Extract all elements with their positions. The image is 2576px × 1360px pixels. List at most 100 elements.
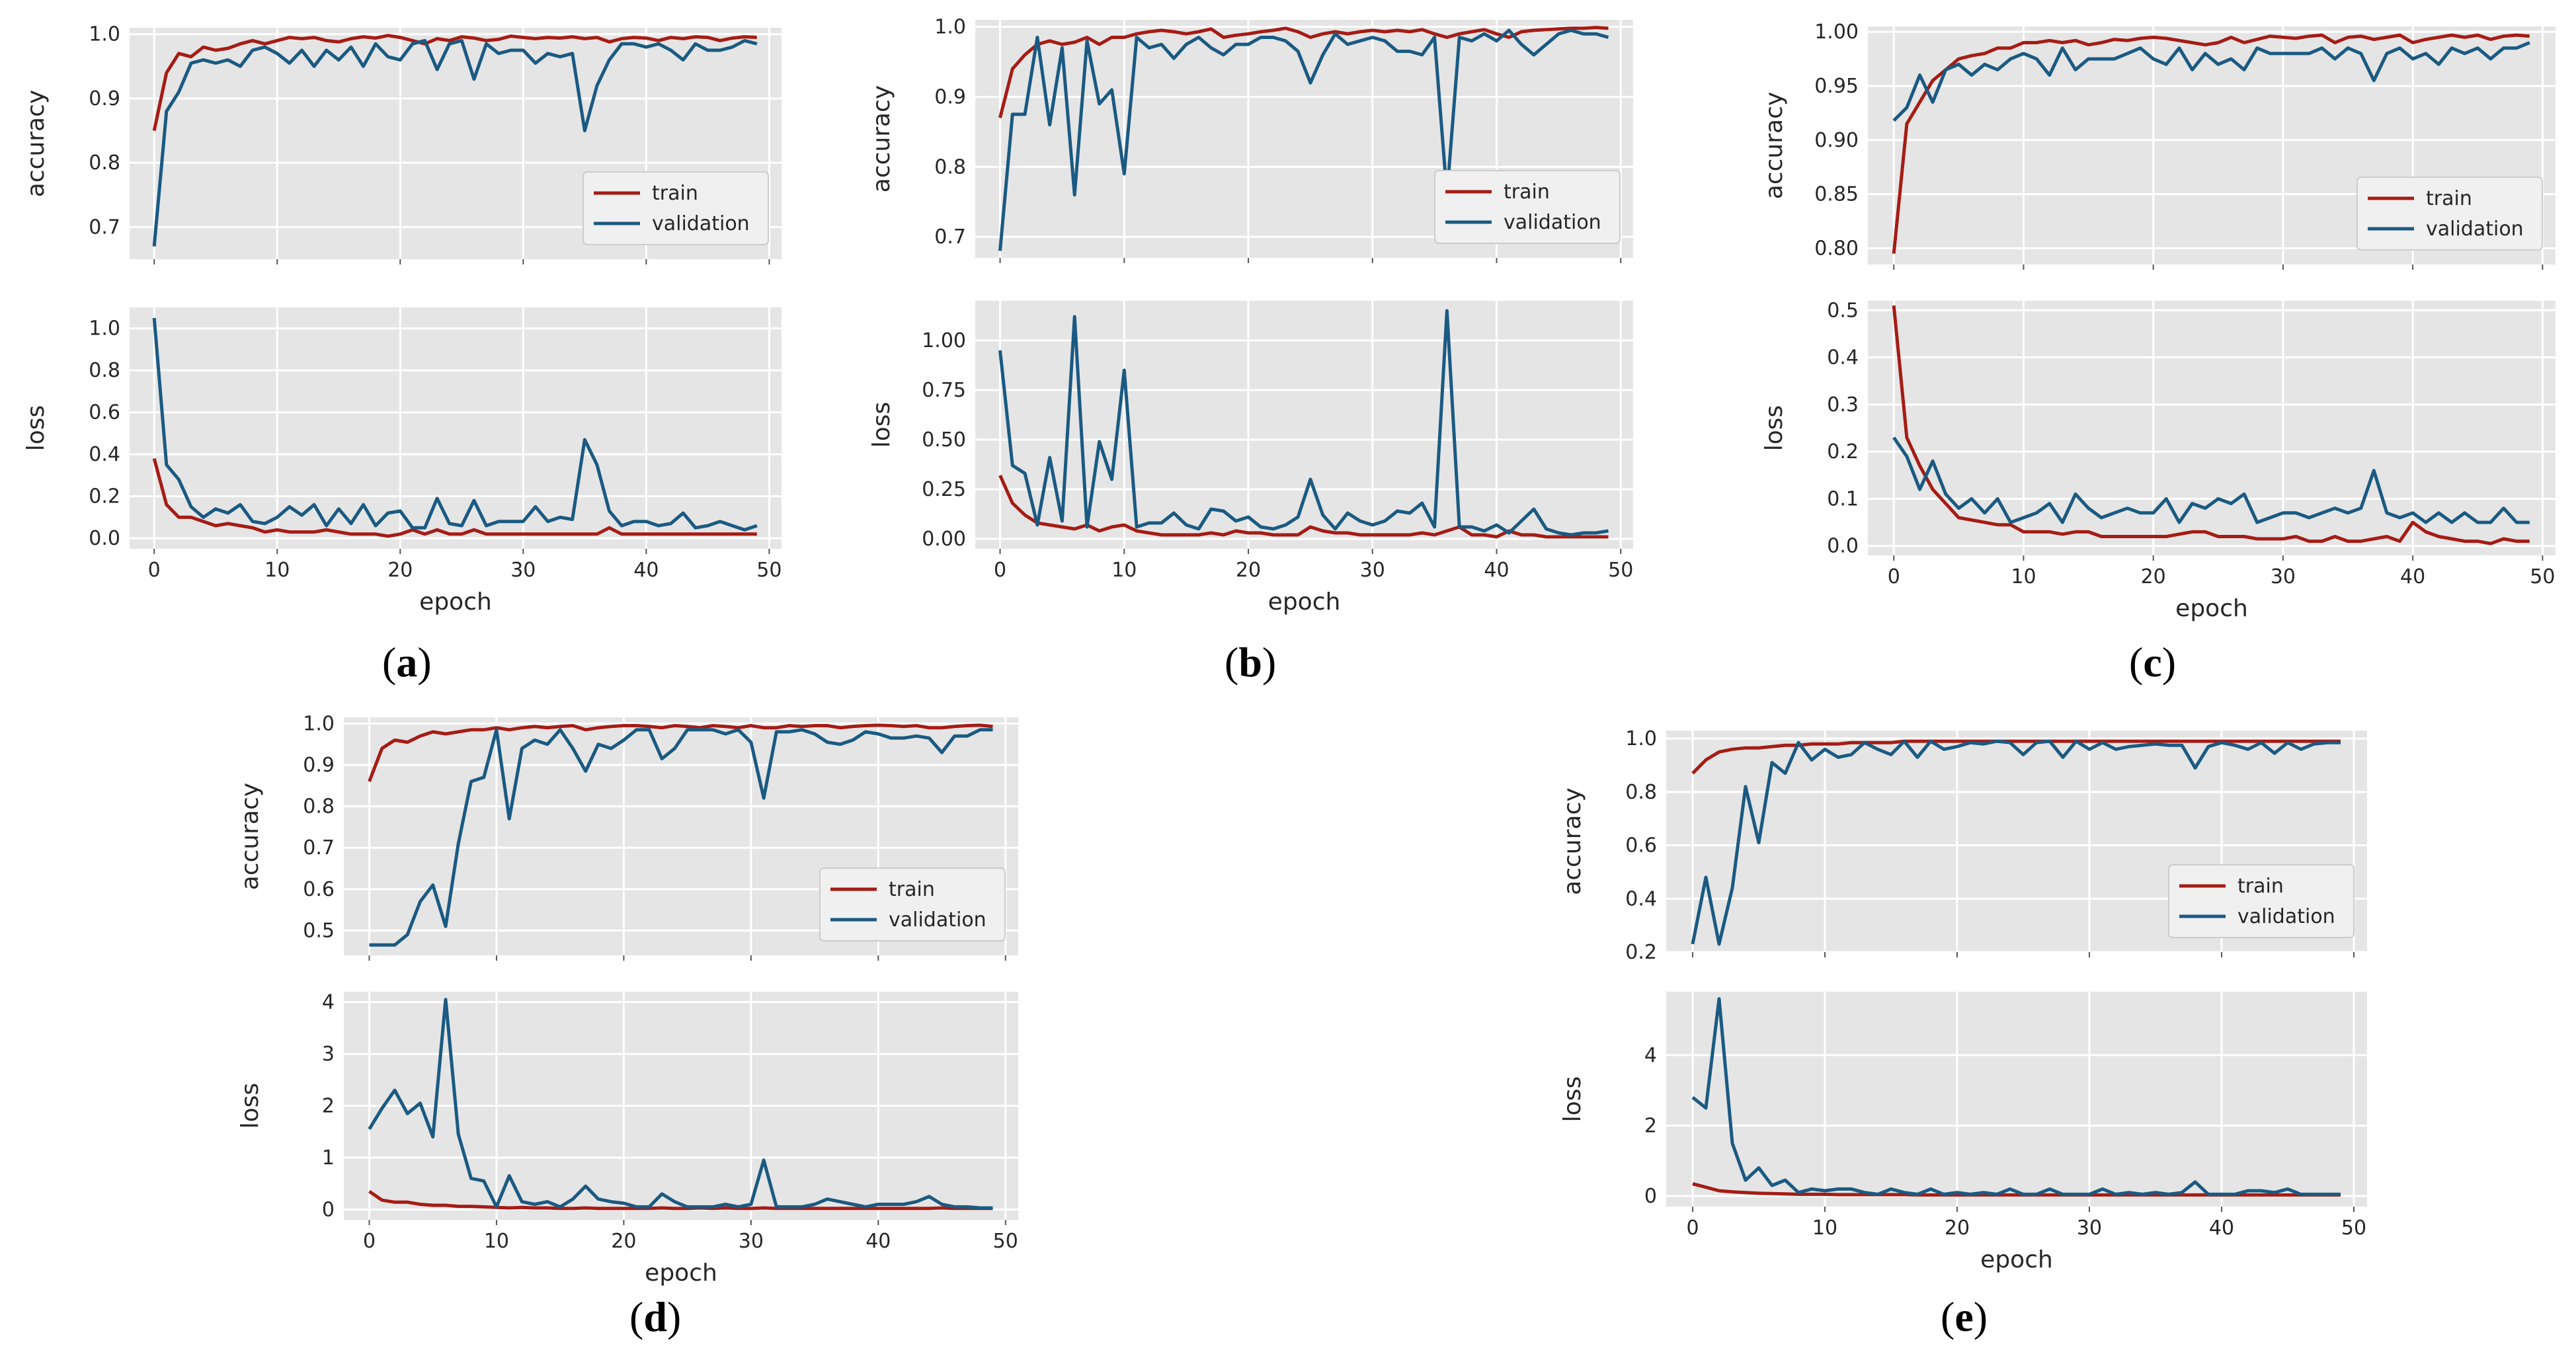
- x-axis-label: epoch: [419, 588, 492, 616]
- panel-label-e: (e): [1941, 1293, 1988, 1340]
- y-tick-label: 0.5: [303, 919, 335, 942]
- legend: train validation: [819, 867, 1006, 941]
- x-tick-label: 0: [1686, 1217, 1699, 1240]
- y-tick-label: 0.4: [89, 443, 120, 466]
- x-axis-label: epoch: [2175, 595, 2248, 622]
- series-line-validation: [1691, 997, 2341, 1196]
- x-tick-label: 0: [1888, 565, 1900, 588]
- series-line-validation: [152, 317, 758, 532]
- x-tick-label: 20: [611, 1230, 636, 1253]
- y-axis-label: accuracy: [22, 90, 50, 197]
- y-tick-label: 0.25: [922, 478, 966, 501]
- x-tick-label: 0: [148, 559, 161, 582]
- y-tick-label: 4: [1644, 1044, 1657, 1067]
- legend: train validation: [1434, 170, 1621, 244]
- series-line-train: [1892, 305, 2530, 545]
- y-tick-label: 1.00: [1814, 20, 1859, 44]
- y-tick-label: 2: [322, 1095, 335, 1118]
- legend-label-train: train: [889, 878, 935, 901]
- x-tick-label: 10: [1812, 1217, 1837, 1240]
- y-tick-label: 0.4: [1625, 887, 1657, 910]
- legend-frame: [583, 171, 769, 245]
- y-axis-label: accuracy: [1559, 787, 1586, 895]
- legend-label-validation: validation: [1504, 211, 1601, 234]
- legend: train validation: [583, 171, 769, 245]
- y-tick-label: 0.2: [89, 485, 120, 508]
- subplot-c-loss: 0.0 0.1 0.2 0.3 0.4 0.5 0 10 20 30 40 50 epoch loss: [1761, 299, 2556, 622]
- y-axis-label: loss: [1761, 405, 1788, 452]
- y-tick-label: 0.1: [1827, 487, 1859, 510]
- y-axis-label: loss: [868, 402, 895, 448]
- x-tick-label: 30: [510, 559, 536, 582]
- panel-label-c: (c): [2129, 639, 2177, 686]
- series-line-validation: [368, 998, 993, 1210]
- y-tick-label: 0.9: [303, 754, 335, 777]
- x-tick-label: 40: [2400, 565, 2425, 588]
- y-tick-label: 0: [1644, 1185, 1657, 1208]
- series-line-train: [152, 458, 757, 538]
- y-axis-label: loss: [1559, 1076, 1586, 1123]
- y-axis-label: accuracy: [868, 85, 895, 192]
- y-tick-label: 0: [322, 1198, 335, 1221]
- plot-area: [1868, 301, 2556, 555]
- legend: train validation: [2168, 864, 2355, 938]
- y-tick-label: 0.00: [922, 528, 966, 551]
- x-tick-label: 40: [1484, 559, 1509, 582]
- legend-label-validation: validation: [652, 212, 750, 235]
- y-tick-label: 1.0: [303, 712, 335, 735]
- panel-label-d: (d): [629, 1293, 682, 1340]
- x-tick-label: 20: [387, 559, 413, 582]
- series-line-train: [1892, 33, 2530, 254]
- subplot-a-accuracy: 0.7 0.8 0.9 1.0 accuracy train validation: [22, 23, 782, 264]
- x-tick-label: 20: [2141, 565, 2166, 588]
- y-tick-label: 0.7: [89, 216, 120, 239]
- plot-area: [1666, 992, 2367, 1207]
- plot-area: [130, 307, 782, 549]
- legend-label-train: train: [2426, 187, 2472, 210]
- x-tick-label: 30: [2271, 565, 2296, 588]
- y-tick-label: 1.0: [89, 23, 120, 46]
- legend-label-train: train: [2237, 875, 2284, 898]
- x-tick-label: 20: [1945, 1217, 1970, 1240]
- y-tick-label: 1: [322, 1146, 335, 1170]
- y-tick-label: 1.00: [922, 329, 966, 352]
- x-tick-label: 30: [739, 1230, 764, 1253]
- y-tick-label: 0.8: [89, 151, 120, 175]
- subplot-e-accuracy: 0.2 0.4 0.6 0.8 1.0 accuracy train validation: [1559, 727, 2367, 964]
- series-line-train: [368, 1189, 993, 1211]
- legend-label-train: train: [652, 182, 698, 205]
- y-tick-label: 0.8: [934, 155, 966, 179]
- y-tick-label: 1.0: [89, 317, 120, 340]
- legend-label-validation: validation: [2426, 218, 2524, 241]
- y-tick-label: 0.6: [1625, 834, 1657, 858]
- y-tick-label: 0.3: [1827, 393, 1859, 417]
- series-line-validation: [1892, 41, 2530, 122]
- y-tick-label: 0.9: [934, 85, 966, 108]
- subplot-c-accuracy: 0.80 0.85 0.90 0.95 1.00 accuracy train validat…: [1761, 20, 2556, 270]
- y-axis-label: loss: [22, 405, 50, 452]
- x-tick-label: 50: [993, 1230, 1018, 1253]
- x-tick-label: 50: [756, 559, 782, 582]
- x-axis-label: epoch: [1980, 1246, 2053, 1273]
- legend-label-validation: validation: [2237, 905, 2335, 928]
- x-tick-label: 10: [484, 1230, 509, 1253]
- legend-frame: [2168, 864, 2355, 938]
- x-tick-label: 40: [865, 1230, 891, 1253]
- y-tick-label: 0.0: [89, 527, 120, 550]
- legend-label-train: train: [1504, 180, 1550, 204]
- legend-frame: [2356, 177, 2543, 251]
- x-tick-label: 0: [363, 1230, 376, 1253]
- subplot-d-accuracy: 0.5 0.6 0.7 0.8 0.9 1.0 accuracy train validatio…: [237, 712, 1018, 961]
- subplot-b-loss: 0.00 0.25 0.50 0.75 1.00 0 10 20 30 40 50 epoch loss: [868, 301, 1633, 616]
- series-line-validation: [998, 309, 1609, 537]
- y-tick-label: 1.0: [1625, 727, 1657, 750]
- y-tick-label: 0.95: [1814, 75, 1859, 98]
- series-line-train: [368, 723, 993, 782]
- x-axis-label: epoch: [1268, 588, 1341, 616]
- y-axis-label: accuracy: [1761, 92, 1788, 199]
- subplot-b-accuracy: 0.7 0.8 0.9 1.0 accuracy train validation: [868, 16, 1633, 263]
- y-tick-label: 0.6: [303, 878, 335, 901]
- y-tick-label: 0.75: [922, 379, 966, 402]
- x-tick-label: 0: [994, 559, 1006, 582]
